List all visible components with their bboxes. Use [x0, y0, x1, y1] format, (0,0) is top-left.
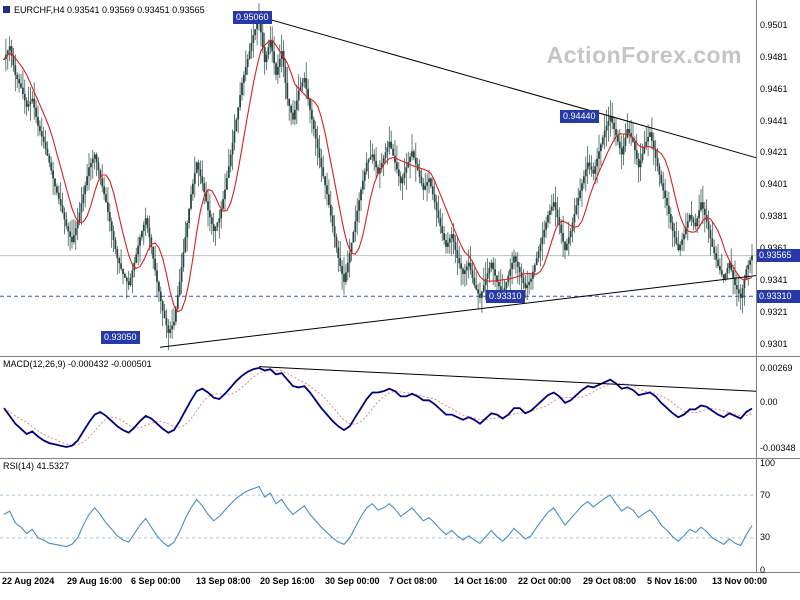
price-axis-tick: 0.9441 — [760, 116, 788, 126]
price-axis-tick: 0.9461 — [760, 84, 788, 94]
price-axis-tick: 0.9361 — [760, 243, 788, 253]
time-axis-label: 30 Sep 00:00 — [325, 576, 380, 586]
rsi-axis-tick: 100 — [760, 458, 776, 468]
rsi-axis-tick: 70 — [760, 490, 771, 500]
symbol-ohlc-legend: EURCHF,H4 0.93541 0.93569 0.93451 0.9356… — [14, 5, 205, 15]
price-axis-tick: 0.9421 — [760, 147, 788, 157]
time-axis-label: 14 Oct 16:00 — [454, 576, 508, 586]
level-axis-badge: 0.93310 — [757, 290, 800, 303]
time-axis-label: 5 Nov 16:00 — [647, 576, 698, 586]
symbol-legend: EURCHF,H4 0.93541 0.93569 0.93451 0.9356… — [3, 5, 205, 15]
price-level-badge: 0.93050 — [101, 331, 140, 344]
macd-axis-tick: 0.00 — [760, 397, 778, 407]
macd-signal-line — [3, 369, 753, 446]
time-axis-label: 6 Sep 00:00 — [131, 576, 181, 586]
support-trendline[interactable] — [159, 275, 757, 348]
rsi-axis-tick: 30 — [760, 532, 771, 542]
time-axis-label: 20 Sep 16:00 — [260, 576, 315, 586]
time-axis-label: 7 Oct 08:00 — [389, 576, 438, 586]
macd-trendline[interactable] — [258, 366, 757, 392]
macd-main-line — [3, 366, 753, 448]
resistance-trendline[interactable] — [251, 13, 757, 159]
macd-axis-tick: 0.00269 — [760, 363, 793, 373]
price-axis-tick: 0.9381 — [760, 211, 788, 221]
rsi-legend: RSI(14) 41.5327 — [3, 461, 70, 471]
price-axis-tick: 0.9301 — [760, 339, 788, 349]
macd-axis-tick: -0.00348 — [760, 443, 796, 453]
current-price-axis-badge: 0.93565 — [757, 249, 800, 262]
price-axis-tick: 0.9501 — [760, 20, 788, 30]
chart-symbol-icon — [3, 6, 10, 13]
time-axis-label: 29 Aug 16:00 — [67, 576, 123, 586]
price-level-badge: 0.93310 — [486, 290, 525, 303]
rsi-line — [3, 485, 753, 548]
price-level-badge: 0.94440 — [560, 110, 599, 123]
macd-legend: MACD(12,26,9) -0.000432 -0.000501 — [3, 359, 152, 369]
moving-average-line — [3, 39, 753, 313]
time-axis-label: 13 Nov 00:00 — [712, 576, 768, 586]
price-axis-tick: 0.9481 — [760, 52, 788, 62]
rsi-axis-tick: 0 — [760, 565, 766, 575]
time-axis-label: 22 Oct 00:00 — [518, 576, 572, 586]
time-axis-label: 13 Sep 08:00 — [196, 576, 251, 586]
price-axis-tick: 0.9341 — [760, 275, 788, 285]
price-axis-tick: 0.9401 — [760, 179, 788, 189]
time-axis-label: 29 Oct 08:00 — [583, 576, 637, 586]
price-axis-tick: 0.9321 — [760, 307, 788, 317]
watermark: ActionForex.com — [546, 42, 742, 68]
time-axis-label: 22 Aug 2024 — [2, 576, 55, 586]
price-level-badge: 0.95060 — [233, 11, 272, 24]
